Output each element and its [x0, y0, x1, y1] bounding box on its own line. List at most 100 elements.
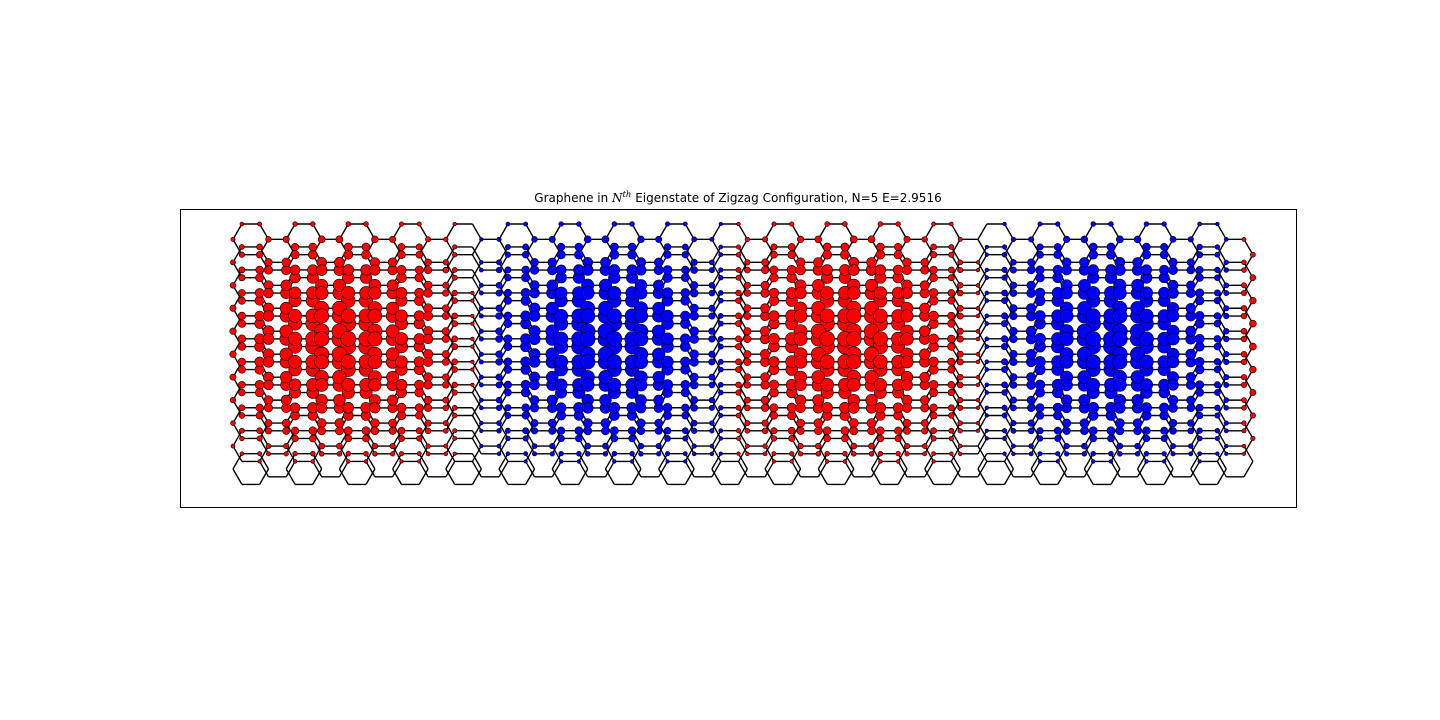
- atom-negative-amplitude: [680, 356, 691, 367]
- lattice-bond: [817, 461, 828, 478]
- atom-negative-amplitude: [1035, 411, 1045, 420]
- atom-negative-amplitude: [601, 235, 610, 244]
- atom-negative-amplitude: [1195, 273, 1204, 282]
- atom-positive-amplitude: [288, 354, 302, 369]
- lattice-bond: [1190, 461, 1201, 478]
- atom-negative-amplitude: [1010, 420, 1017, 427]
- lattice-bond: [498, 438, 509, 455]
- atom-positive-amplitude: [894, 242, 903, 251]
- atom-positive-amplitude: [342, 401, 355, 414]
- atom-negative-amplitude: [1009, 381, 1018, 389]
- atom-positive-amplitude: [288, 286, 302, 300]
- atom-positive-amplitude: [768, 356, 780, 368]
- atom-positive-amplitude: [386, 370, 399, 384]
- atom-negative-amplitude: [555, 402, 567, 414]
- atom-positive-amplitude: [895, 451, 901, 457]
- atom-positive-amplitude: [892, 402, 904, 413]
- atom-positive-amplitude: [281, 257, 291, 268]
- lattice-bond: [1057, 453, 1068, 470]
- atom-positive-amplitude: [342, 264, 355, 276]
- atom-negative-amplitude: [522, 243, 530, 251]
- atom-positive-amplitude: [1240, 328, 1248, 335]
- atom-positive-amplitude: [362, 434, 370, 443]
- atom-positive-amplitude: [744, 259, 751, 266]
- atom-positive-amplitude: [395, 355, 408, 369]
- atom-negative-amplitude: [1001, 428, 1008, 434]
- atom-negative-amplitude: [582, 418, 593, 428]
- lattice-bond: [1216, 438, 1227, 455]
- atom-positive-amplitude: [442, 373, 450, 381]
- atom-positive-amplitude: [470, 298, 475, 303]
- atom-positive-amplitude: [822, 249, 832, 260]
- lattice-bond: [445, 438, 456, 455]
- atom-positive-amplitude: [956, 289, 964, 297]
- atom-negative-amplitude: [984, 390, 990, 395]
- atom-negative-amplitude: [529, 265, 540, 275]
- atom-negative-amplitude: [505, 244, 511, 250]
- atom-negative-amplitude: [709, 420, 715, 426]
- atom-negative-amplitude: [1112, 286, 1127, 300]
- atom-negative-amplitude: [1223, 405, 1229, 411]
- atom-positive-amplitude: [812, 279, 825, 292]
- lattice-bond: [950, 422, 961, 439]
- lattice-bond: [977, 261, 988, 279]
- atom-positive-amplitude: [237, 311, 246, 320]
- atom-positive-amplitude: [363, 450, 369, 457]
- atom-positive-amplitude: [367, 331, 383, 347]
- atom-negative-amplitude: [1187, 419, 1195, 427]
- lattice-bond: [1003, 415, 1015, 432]
- atom-positive-amplitude: [930, 243, 937, 251]
- lattice-bond: [977, 269, 988, 286]
- atom-positive-amplitude: [840, 426, 850, 436]
- atom-positive-amplitude: [956, 335, 964, 343]
- atom-negative-amplitude: [1036, 243, 1044, 251]
- lattice-bond: [1243, 254, 1254, 271]
- atom-positive-amplitude: [396, 264, 407, 275]
- lattice-bond: [977, 399, 988, 416]
- lattice-bond: [737, 430, 748, 447]
- atom-positive-amplitude: [1241, 443, 1247, 449]
- lattice-bond: [1003, 461, 1015, 478]
- atom-negative-amplitude: [636, 426, 646, 435]
- atom-positive-amplitude: [787, 426, 796, 435]
- atom-negative-amplitude: [690, 396, 699, 405]
- lattice-bond: [445, 239, 456, 256]
- atom-negative-amplitude: [554, 286, 568, 300]
- atom-negative-amplitude: [1011, 451, 1016, 457]
- atom-negative-amplitude: [1037, 459, 1043, 464]
- atom-positive-amplitude: [1240, 305, 1248, 312]
- atom-negative-amplitude: [1087, 264, 1099, 276]
- atom-positive-amplitude: [230, 259, 236, 266]
- lattice-bond: [1136, 461, 1148, 478]
- atom-positive-amplitude: [743, 350, 752, 359]
- atom-negative-amplitude: [576, 459, 582, 464]
- atom-positive-amplitude: [279, 347, 293, 361]
- lattice-bond: [578, 461, 589, 478]
- atom-positive-amplitude: [414, 287, 425, 298]
- atom-negative-amplitude: [1139, 286, 1153, 300]
- lattice-bond: [445, 415, 456, 432]
- lattice-bond: [950, 453, 961, 470]
- atom-negative-amplitude: [1010, 404, 1017, 412]
- lattice-bond: [445, 468, 456, 485]
- atom-negative-amplitude: [690, 281, 699, 290]
- atom-negative-amplitude: [1037, 221, 1043, 227]
- atom-positive-amplitude: [957, 282, 964, 289]
- atom-positive-amplitude: [255, 403, 264, 412]
- lattice-bond: [471, 461, 482, 478]
- atom-negative-amplitude: [1186, 395, 1196, 405]
- atom-positive-amplitude: [947, 311, 956, 320]
- atom-positive-amplitude: [761, 266, 770, 275]
- atom-negative-amplitude: [504, 274, 512, 282]
- atom-positive-amplitude: [920, 419, 929, 427]
- atom-positive-amplitude: [795, 402, 806, 414]
- atom-positive-amplitude: [822, 426, 832, 435]
- atom-negative-amplitude: [662, 265, 673, 275]
- atom-positive-amplitude: [948, 427, 955, 434]
- lattice-bond: [977, 346, 988, 363]
- atom-positive-amplitude: [813, 257, 824, 268]
- lattice-bond: [631, 461, 642, 478]
- lattice-bond: [897, 468, 908, 485]
- atom-positive-amplitude: [335, 235, 344, 244]
- atom-positive-amplitude: [451, 297, 458, 304]
